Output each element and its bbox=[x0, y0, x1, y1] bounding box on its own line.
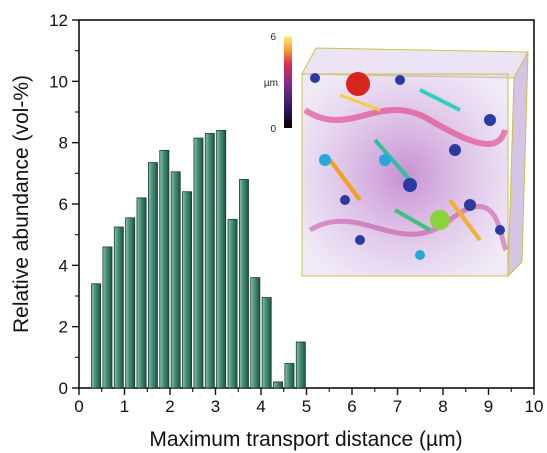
x-tick-label: 3 bbox=[211, 397, 220, 416]
bar-18 bbox=[295, 341, 306, 389]
y-tick-label: 2 bbox=[59, 318, 68, 337]
inset-pore bbox=[319, 154, 331, 166]
inset-pore bbox=[449, 144, 461, 156]
inset-link bbox=[339, 93, 381, 112]
inset-pore bbox=[395, 75, 405, 85]
bar-8 bbox=[182, 191, 193, 389]
y-tick-label: 12 bbox=[49, 11, 68, 30]
bar-10 bbox=[204, 133, 215, 389]
inset-fog-streak bbox=[303, 107, 508, 147]
colorbar-max-label: 6 bbox=[270, 32, 276, 43]
x-tick-label: 8 bbox=[438, 397, 447, 416]
colorbar-gradient bbox=[284, 36, 292, 128]
y-tick-label: 10 bbox=[49, 72, 68, 91]
bar-11 bbox=[216, 129, 227, 389]
inset-pore bbox=[484, 114, 496, 126]
bar-2 bbox=[113, 226, 124, 389]
bar-9 bbox=[193, 137, 204, 389]
x-axis: 0 1 2 3 4 5 6 7 8 9 10 bbox=[74, 388, 543, 416]
bar-7 bbox=[170, 171, 181, 389]
bar-14 bbox=[250, 277, 261, 389]
bar-3 bbox=[125, 217, 136, 389]
inset-link bbox=[373, 138, 412, 182]
x-tick-label: 5 bbox=[302, 397, 311, 416]
bar-series bbox=[91, 129, 306, 389]
inset-pore bbox=[379, 154, 391, 166]
inset-volume-side bbox=[507, 51, 529, 278]
inset-pore bbox=[310, 73, 320, 83]
inset-link bbox=[419, 88, 461, 112]
x-tick-label: 1 bbox=[120, 397, 129, 416]
inset-3d-render bbox=[301, 47, 529, 278]
inset-pore bbox=[355, 235, 365, 245]
inset-pore bbox=[415, 250, 425, 260]
inset-pore bbox=[464, 199, 476, 211]
inset-pore bbox=[430, 210, 450, 230]
bar-0 bbox=[91, 283, 102, 389]
x-tick-label: 7 bbox=[393, 397, 402, 416]
colorbar-min-label: 0 bbox=[270, 124, 276, 135]
bar-1 bbox=[102, 246, 113, 389]
inset-link bbox=[448, 198, 482, 242]
colorbar-unit-label: µm bbox=[264, 78, 278, 89]
y-axis: 0 2 4 6 8 10 12 bbox=[49, 11, 79, 398]
y-tick-label: 8 bbox=[59, 134, 68, 153]
inset-pore bbox=[403, 178, 417, 192]
inset-link bbox=[394, 208, 431, 232]
y-tick-label: 6 bbox=[59, 195, 68, 214]
x-tick-label: 4 bbox=[256, 397, 265, 416]
x-axis-label: Maximum transport distance (µm) bbox=[149, 428, 462, 451]
x-tick-label: 10 bbox=[525, 397, 544, 416]
bar-5 bbox=[147, 162, 158, 389]
bar-17 bbox=[284, 363, 295, 389]
bar-6 bbox=[159, 149, 170, 389]
bar-16 bbox=[273, 381, 284, 389]
bar-12 bbox=[227, 218, 238, 389]
y-axis-label: Relative abundance (vol-%) bbox=[10, 75, 33, 333]
inset-pore bbox=[340, 195, 350, 205]
y-tick-label: 0 bbox=[59, 379, 68, 398]
inset-colorbar: 6 µm 0 bbox=[264, 32, 292, 135]
bar-13 bbox=[238, 179, 249, 389]
x-tick-label: 2 bbox=[165, 397, 174, 416]
x-tick-label: 0 bbox=[74, 397, 83, 416]
x-tick-label: 6 bbox=[347, 397, 356, 416]
x-tick-label: 9 bbox=[484, 397, 493, 416]
inset-pore bbox=[346, 72, 370, 96]
bar-15 bbox=[261, 297, 272, 389]
inset-link bbox=[328, 158, 362, 202]
inset-pore bbox=[495, 225, 505, 235]
y-tick-label: 4 bbox=[59, 256, 68, 275]
bar-4 bbox=[136, 197, 147, 389]
